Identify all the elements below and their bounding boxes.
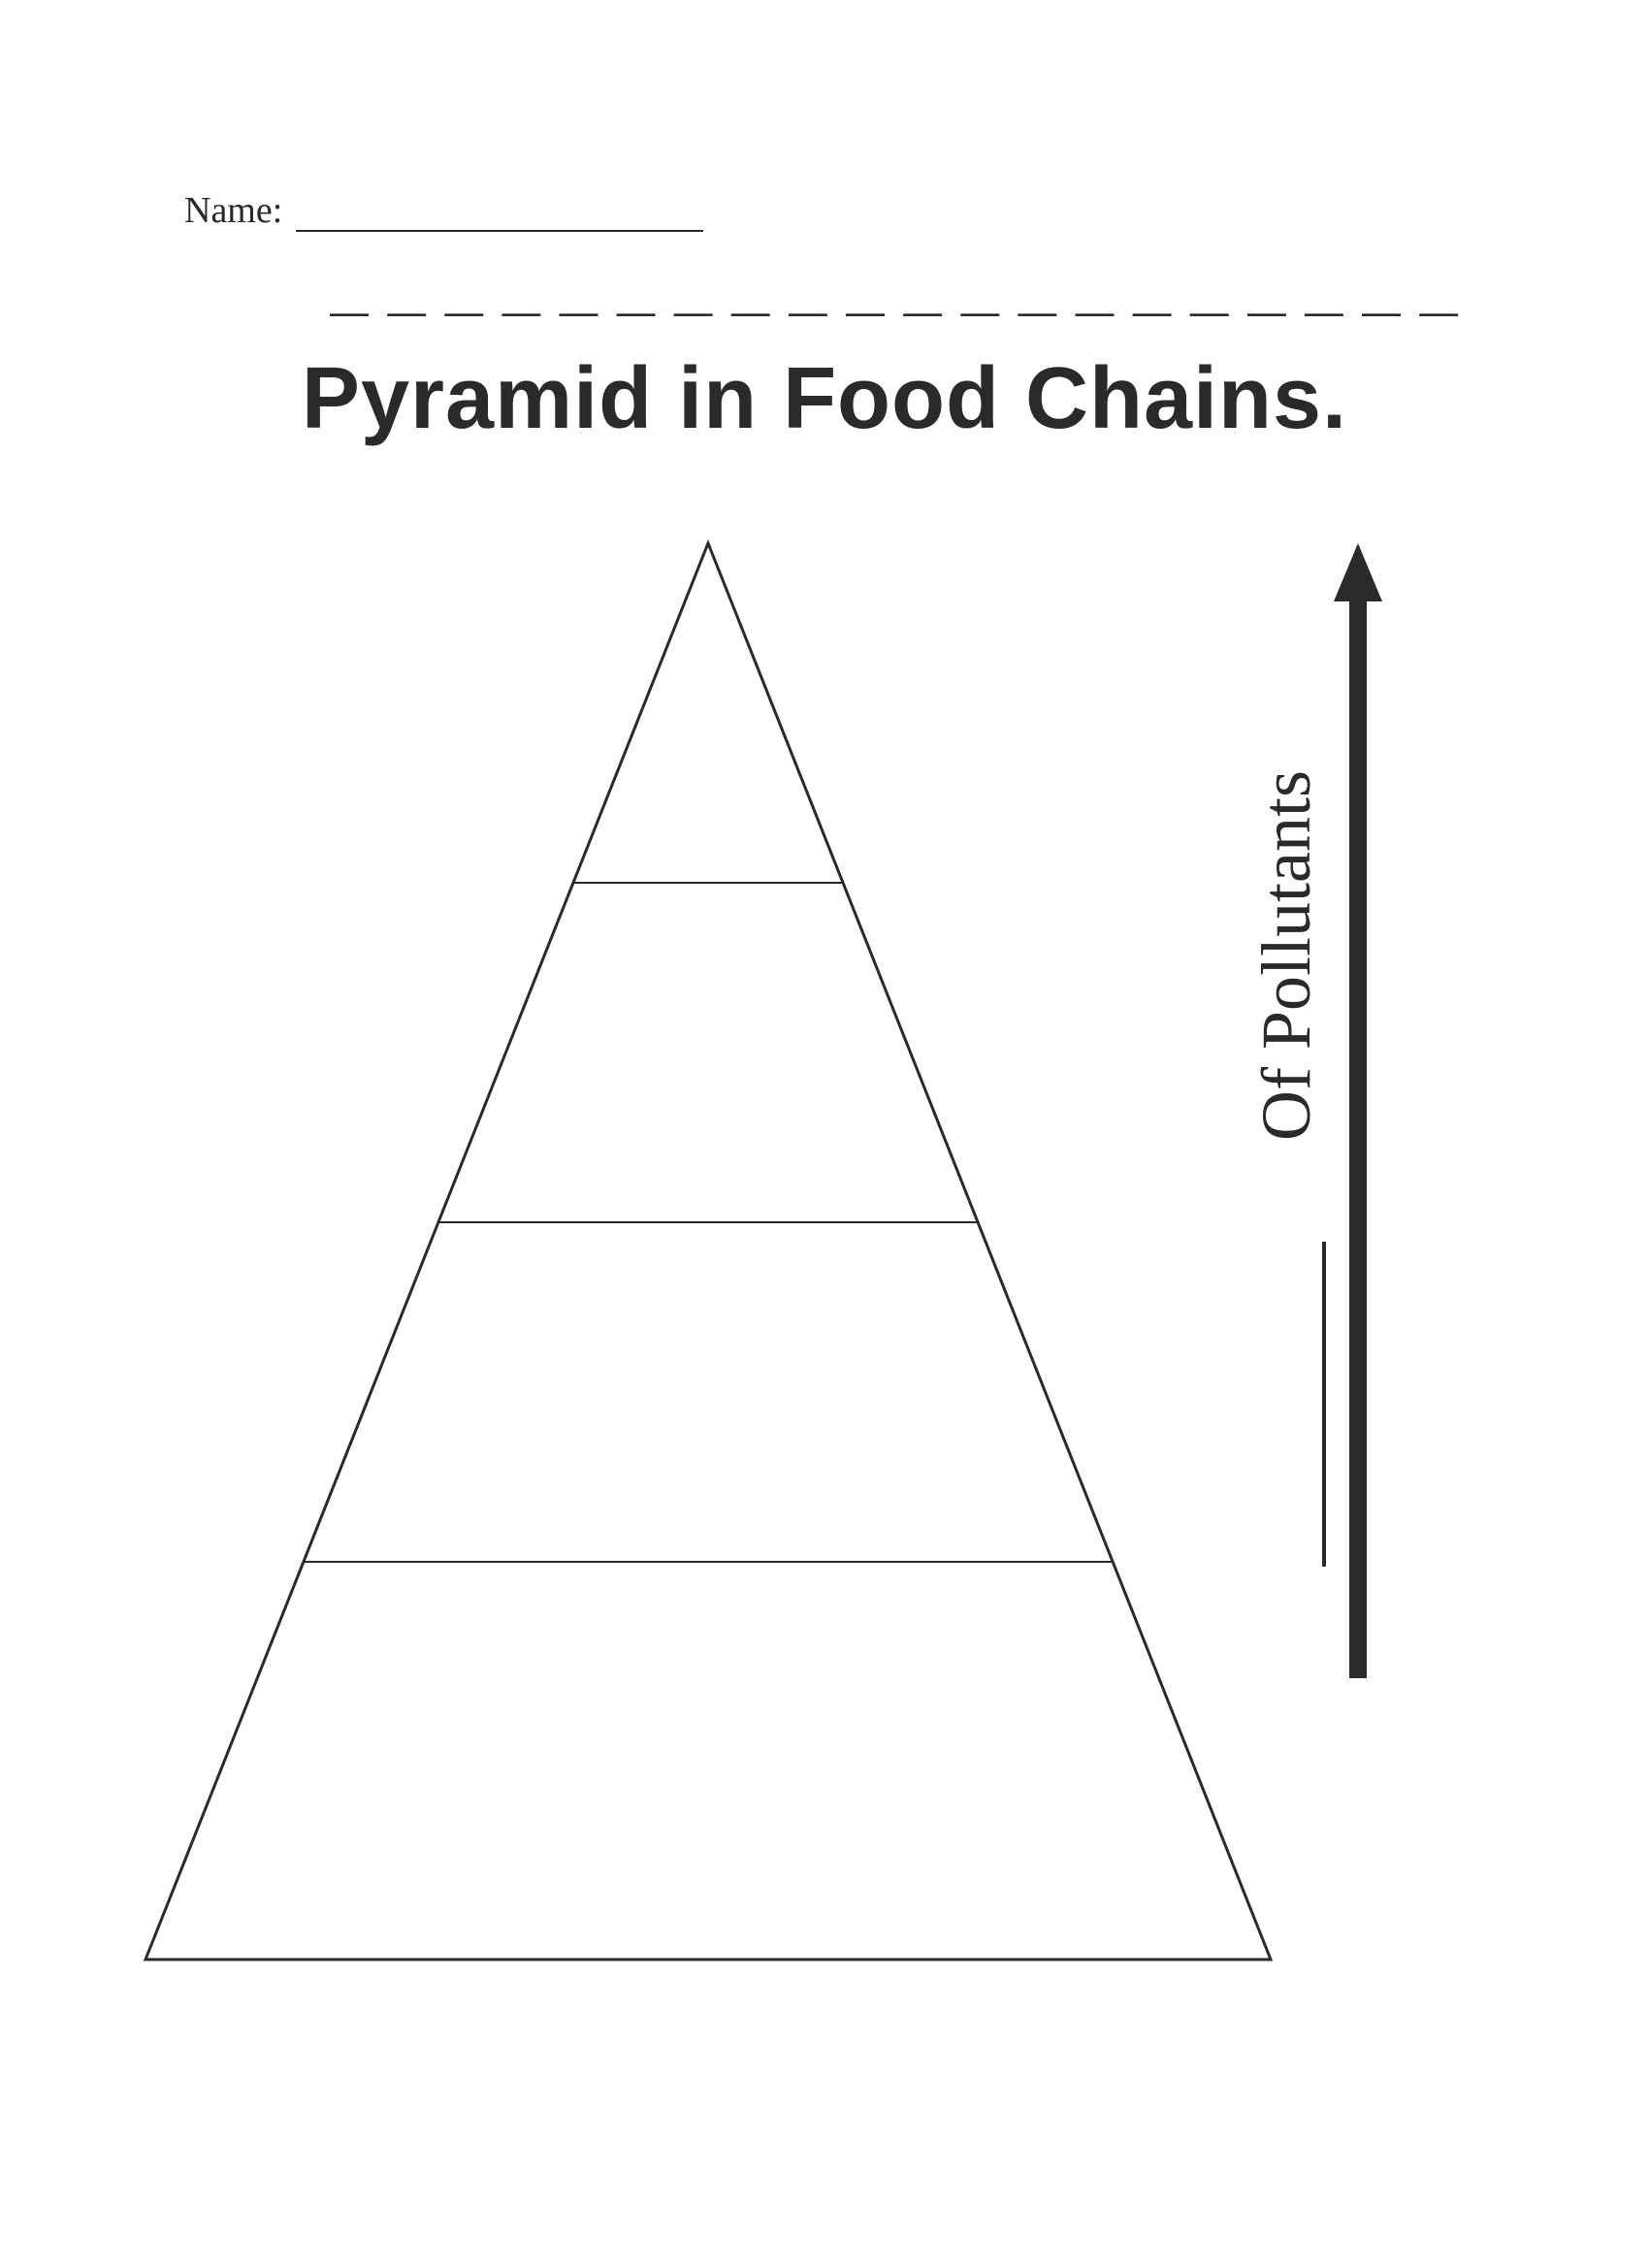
worksheet-title: Pyramid in Food Chains. (0, 349, 1649, 449)
name-field-row: Name: (184, 189, 703, 232)
name-input-line[interactable] (296, 197, 703, 232)
name-label: Name: (184, 190, 282, 231)
title-blank-line[interactable]: — — — — — — — — — — — — — — — — — — — — (330, 291, 1462, 335)
pollutants-arrow (1334, 543, 1382, 1678)
pollutants-arrow-label: Of Pollutants (1247, 770, 1325, 1141)
pyramid-outline (146, 543, 1271, 1960)
worksheet-page: Name: — — — — — — — — — — — — — — — — — … (0, 0, 1649, 2268)
pyramid-diagram: Of Pollutants (0, 524, 1649, 2076)
